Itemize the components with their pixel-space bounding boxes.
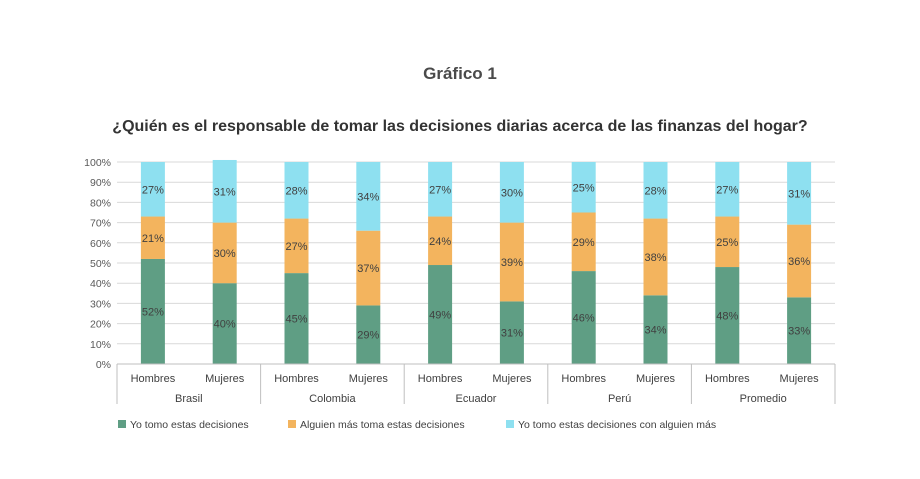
x-group-label: Ecuador: [456, 393, 497, 405]
data-label: 27%: [142, 184, 164, 196]
bar-segment: [428, 216, 453, 266]
bar-segment: [140, 216, 165, 259]
chart-title: Gráfico 1: [423, 64, 497, 83]
data-label: 49%: [429, 310, 451, 322]
data-label: 33%: [788, 326, 810, 338]
y-tick-label: 0%: [96, 359, 111, 371]
x-group-label: Brasil: [175, 393, 203, 405]
legend-label: Alguien más toma estas decisiones: [300, 419, 465, 431]
y-tick-label: 90%: [90, 177, 111, 189]
data-label: 25%: [573, 182, 595, 194]
bar-segment: [284, 218, 309, 274]
data-label: 28%: [644, 185, 666, 197]
bar-segment: [715, 162, 740, 217]
y-tick-label: 10%: [90, 339, 111, 351]
data-label: 48%: [716, 311, 738, 323]
x-category-label: Hombres: [705, 373, 750, 385]
data-label: 39%: [501, 257, 523, 269]
data-label: 37%: [357, 263, 379, 275]
x-category-label: Mujeres: [780, 373, 820, 385]
data-label: 34%: [357, 191, 379, 203]
bar-segment: [356, 162, 381, 231]
data-label: 45%: [285, 314, 307, 326]
y-tick-label: 70%: [90, 218, 111, 230]
x-group-label: Colombia: [309, 393, 356, 405]
bar-segment: [499, 222, 524, 302]
y-tick-label: 80%: [90, 197, 111, 209]
bar-segment: [212, 159, 237, 223]
bar-segment: [428, 162, 453, 217]
bar-segment: [356, 230, 381, 306]
data-label: 46%: [573, 313, 595, 325]
data-label: 34%: [644, 325, 666, 337]
x-group-label: Promedio: [740, 393, 787, 405]
data-label: 27%: [429, 184, 451, 196]
bar-segment: [571, 271, 596, 364]
data-label: 29%: [573, 237, 595, 249]
y-tick-label: 100%: [84, 157, 111, 169]
bar-segment: [140, 162, 165, 217]
y-tick-label: 40%: [90, 278, 111, 290]
bars: 52% 21% 27% 40% 30% 31% 45% 27% 28% 29% 37% 34% 49% 2…: [140, 159, 812, 364]
bar-segment: [643, 218, 668, 296]
x-category-label: Mujeres: [205, 373, 245, 385]
y-tick-label: 50%: [90, 258, 111, 270]
chart-subtitle: ¿Quién es el responsable de tomar las de…: [112, 118, 808, 135]
bar-segment: [571, 212, 596, 272]
bar-segment: [428, 265, 453, 364]
x-category-label: Mujeres: [349, 373, 389, 385]
bar-segment: [643, 162, 668, 219]
bar-segment: [212, 283, 237, 364]
x-category-label: Hombres: [131, 373, 176, 385]
data-label: 31%: [788, 188, 810, 200]
legend-swatch: [506, 420, 514, 428]
bar-segment: [643, 295, 668, 364]
x-category-label: Hombres: [274, 373, 319, 385]
data-label: 38%: [644, 252, 666, 264]
x-category-label: Hombres: [418, 373, 463, 385]
data-label: 30%: [501, 187, 523, 199]
data-label: 40%: [214, 319, 236, 331]
data-label: 25%: [716, 237, 738, 249]
bar-segment: [715, 267, 740, 364]
x-group-label: Perú: [608, 393, 631, 405]
y-tick-label: 20%: [90, 319, 111, 331]
bar-segment: [787, 224, 812, 298]
bar-segment: [212, 222, 237, 284]
data-label: 52%: [142, 306, 164, 318]
bar-segment: [787, 162, 812, 225]
legend-swatch: [288, 420, 296, 428]
bar-segment: [499, 162, 524, 223]
data-label: 36%: [788, 256, 810, 268]
legend-label: Yo tomo estas decisiones: [130, 419, 249, 431]
data-label: 27%: [716, 184, 738, 196]
x-category-label: Hombres: [561, 373, 606, 385]
bar-segment: [499, 301, 524, 364]
data-label: 29%: [357, 330, 379, 342]
data-label: 31%: [501, 328, 523, 340]
data-label: 31%: [214, 186, 236, 198]
bar-segment: [787, 297, 812, 364]
y-tick-label: 30%: [90, 298, 111, 310]
bar-segment: [715, 216, 740, 268]
legend: Yo tomo estas decisiones Alguien más toma…: [118, 419, 716, 431]
bar-segment: [356, 305, 381, 364]
y-tick-label: 60%: [90, 238, 111, 250]
bar-segment: [284, 162, 309, 219]
bar-segment: [140, 258, 165, 364]
data-label: 27%: [285, 241, 307, 253]
x-category-label: Mujeres: [492, 373, 532, 385]
data-label: 21%: [142, 233, 164, 245]
axes: 0% 10% 20% 30% 40% 50% 60% 70% 80% 90% 100% Hombres…: [84, 157, 836, 405]
bar-segment: [284, 273, 309, 364]
data-label: 24%: [429, 236, 451, 248]
bar-segment: [571, 162, 596, 213]
legend-label: Yo tomo estas decisiones con alguien más: [518, 419, 716, 431]
data-label: 30%: [214, 248, 236, 260]
data-label: 28%: [285, 185, 307, 197]
legend-swatch: [118, 420, 126, 428]
x-category-label: Mujeres: [636, 373, 676, 385]
